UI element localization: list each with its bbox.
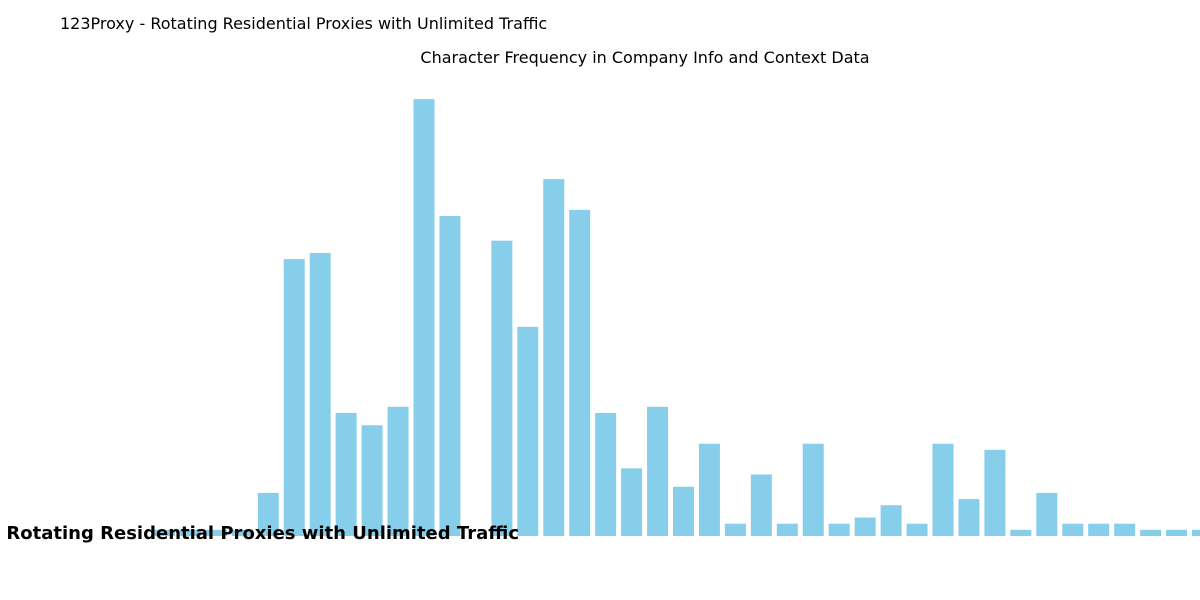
bar-20 <box>673 486 694 536</box>
bar-27 <box>854 517 876 536</box>
bar-1 <box>179 529 201 536</box>
page-title: 123Proxy - Rotating Residential Proxies … <box>60 14 548 33</box>
bar-7 <box>335 412 357 536</box>
bar-8 <box>361 425 383 536</box>
bar-16 <box>569 209 591 536</box>
bar-11 <box>439 216 461 536</box>
bar-19 <box>647 406 669 536</box>
bar-2 <box>205 529 227 536</box>
bar-30 <box>932 443 954 536</box>
bar-17 <box>595 412 617 536</box>
bar-32 <box>984 449 1006 536</box>
bar-21 <box>698 443 720 536</box>
bar-23 <box>750 474 772 536</box>
bar-24 <box>776 523 798 536</box>
bar-31 <box>958 499 980 536</box>
bar-36 <box>1088 523 1110 536</box>
chart-title: Character Frequency in Company Info and … <box>420 48 869 67</box>
bar-33 <box>1010 529 1032 536</box>
bar-39 <box>1166 529 1188 536</box>
bar-38 <box>1140 529 1162 536</box>
bar-10 <box>413 99 435 537</box>
bar-18 <box>621 468 643 536</box>
bar-22 <box>724 523 746 536</box>
bars-group <box>154 99 1200 537</box>
bar-4 <box>257 492 279 536</box>
bar-26 <box>828 523 850 536</box>
bar-25 <box>802 443 824 536</box>
bar-3 <box>231 529 253 536</box>
overlay-caption: 123Proxy - Rotating Residential Proxies … <box>0 523 519 544</box>
bar-15 <box>543 179 565 536</box>
bar-13 <box>491 240 513 537</box>
bar-40 <box>1192 529 1200 536</box>
bar-14 <box>517 326 539 536</box>
bar-37 <box>1114 523 1136 536</box>
bar-0 <box>154 529 175 536</box>
bar-6 <box>309 252 331 536</box>
bar-9 <box>387 406 409 536</box>
bar-34 <box>1036 492 1058 536</box>
bar-28 <box>880 505 902 536</box>
bar-35 <box>1062 523 1084 536</box>
bar-5 <box>283 259 305 537</box>
bar-29 <box>906 523 928 536</box>
